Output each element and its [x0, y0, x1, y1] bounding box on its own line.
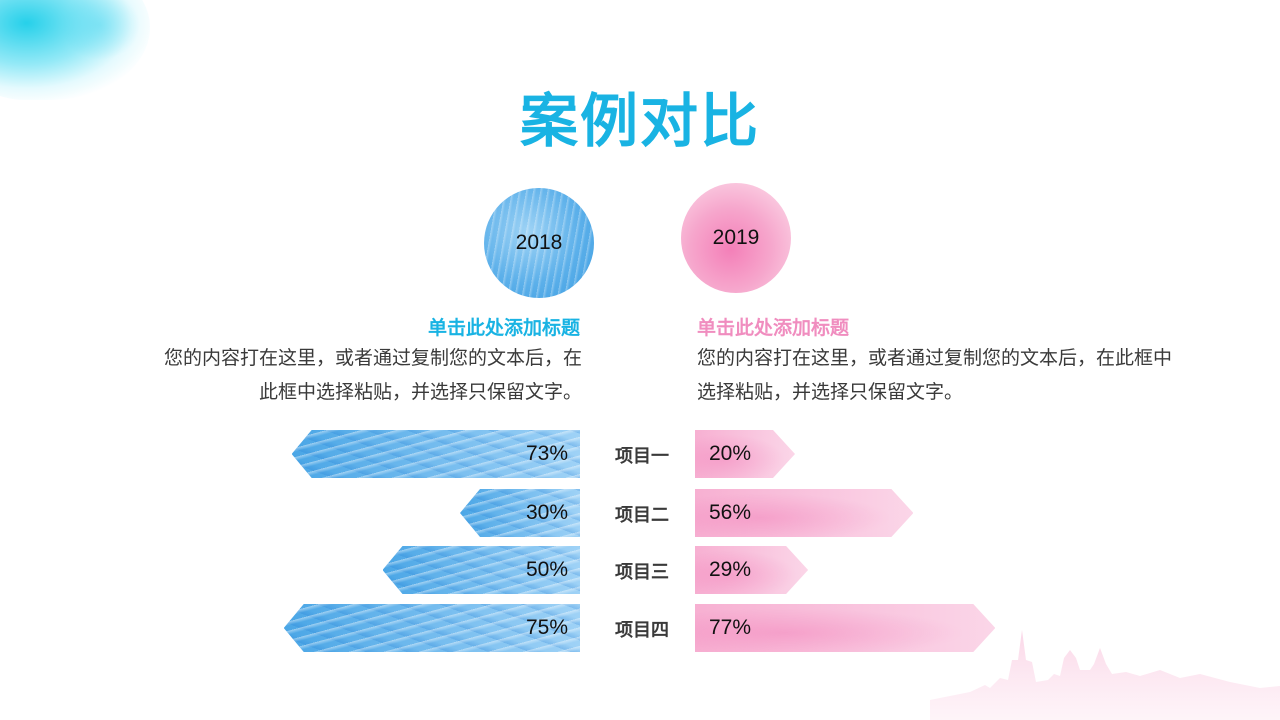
bar-2018-2: 30% [460, 489, 580, 537]
category-label-2: 项目二 [615, 505, 669, 526]
bar-2019-4: 77% [695, 604, 995, 652]
bar-2018-3: 50% [382, 546, 581, 594]
page-title: 案例对比 [519, 87, 760, 155]
bar-label-2019-3: 29% [709, 558, 752, 581]
category-label-1: 项目一 [615, 446, 669, 467]
bar-label-2018-1: 73% [525, 442, 568, 465]
bar-2019-3: 29% [695, 546, 808, 594]
watercolor-splash-decoration-2 [60, 0, 140, 60]
category-label-4: 项目四 [615, 620, 669, 641]
right-heading[interactable]: 单击此处添加标题 [697, 317, 850, 339]
year-circle-2018: 2018 [484, 188, 594, 298]
year-label-2019: 2019 [712, 226, 760, 249]
year-label-2018: 2018 [515, 231, 563, 254]
bar-label-2019-4: 77% [709, 616, 752, 639]
year-circle-2019: 2019 [681, 183, 791, 293]
category-label-3: 项目三 [615, 562, 669, 583]
bar-label-2018-4: 75% [525, 616, 568, 639]
bar-label-2018-3: 50% [525, 558, 568, 581]
city-skyline-decoration [930, 630, 1280, 720]
bar-2018-1: 73% [291, 430, 580, 478]
bar-2018-4: 75% [283, 604, 580, 652]
bar-label-2018-2: 30% [525, 501, 568, 524]
bar-label-2019-2: 56% [709, 501, 752, 524]
bar-2019-1: 20% [695, 430, 795, 478]
left-heading[interactable]: 单击此处添加标题 [427, 317, 580, 339]
left-body-text[interactable]: 您的内容打在这里，或者通过复制您的文本后，在此框中选择粘贴，并选择只保留文字。 [163, 347, 582, 403]
bar-2019-2: 56% [695, 489, 913, 537]
bar-label-2019-1: 20% [709, 442, 752, 465]
right-body-text[interactable]: 您的内容打在这里，或者通过复制您的文本后，在此框中选择粘贴，并选择只保留文字。 [697, 347, 1173, 403]
